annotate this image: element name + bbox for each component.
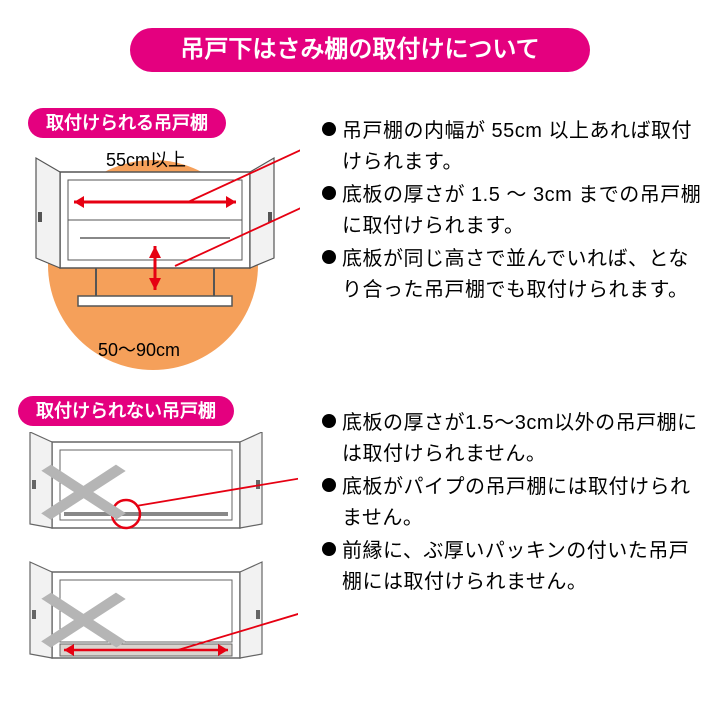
bullet-item: 底板が同じ高さで並んでいれば、となり合った吊戸棚でも取付けられます。 xyxy=(322,244,702,306)
bullet-dot xyxy=(322,122,336,136)
bullet-dot xyxy=(322,250,336,264)
bullet-dot xyxy=(322,478,336,492)
section2-bullets: 底板の厚さが1.5〜3cm以外の吊戸棚には取付けられません。 底板がパイプの吊戸… xyxy=(322,408,702,600)
page-title: 吊戸下はさみ棚の取付けについて xyxy=(130,28,590,72)
bullet-item: 前縁に、ぶ厚いパッキンの付いた吊戸棚には取付けられません。 xyxy=(322,536,702,598)
bullet-item: 底板の厚さが1.5〜3cm以外の吊戸棚には取付けられません。 xyxy=(322,408,702,470)
bullet-dot xyxy=(322,186,336,200)
cabinet-ng-svg xyxy=(18,432,298,712)
section2-label: 取付けられない吊戸棚 xyxy=(18,396,234,426)
bullet-text: 底板がパイプの吊戸棚には取付けられません。 xyxy=(342,472,702,534)
bullet-dot xyxy=(322,542,336,556)
bullet-text: 吊戸棚の内幅が 55cm 以上あれば取付けられます。 xyxy=(342,116,702,178)
bullet-text: 底板が同じ高さで並んでいれば、となり合った吊戸棚でも取付けられます。 xyxy=(342,244,702,306)
bullet-text: 前縁に、ぶ厚いパッキンの付いた吊戸棚には取付けられません。 xyxy=(342,536,702,598)
section1-bullets: 吊戸棚の内幅が 55cm 以上あれば取付けられます。 底板の厚さが 1.5 〜 … xyxy=(322,116,702,308)
bullet-dot xyxy=(322,414,336,428)
bullet-item: 底板の厚さが 1.5 〜 3cm までの吊戸棚に取付けられます。 xyxy=(322,180,702,242)
dim-top: 55cm以上 xyxy=(106,146,186,172)
bullet-item: 底板がパイプの吊戸棚には取付けられません。 xyxy=(322,472,702,534)
bullet-text: 底板の厚さが1.5〜3cm以外の吊戸棚には取付けられません。 xyxy=(342,408,702,470)
diagram-compatible: 55cm以上 50〜90cm xyxy=(20,140,300,370)
bullet-text: 底板の厚さが 1.5 〜 3cm までの吊戸棚に取付けられます。 xyxy=(342,180,702,242)
diagram-incompatible: × × xyxy=(18,432,298,702)
section1-label: 取付けられる吊戸棚 xyxy=(28,108,226,138)
bullet-item: 吊戸棚の内幅が 55cm 以上あれば取付けられます。 xyxy=(322,116,702,178)
dim-bottom: 50〜90cm xyxy=(98,336,180,362)
